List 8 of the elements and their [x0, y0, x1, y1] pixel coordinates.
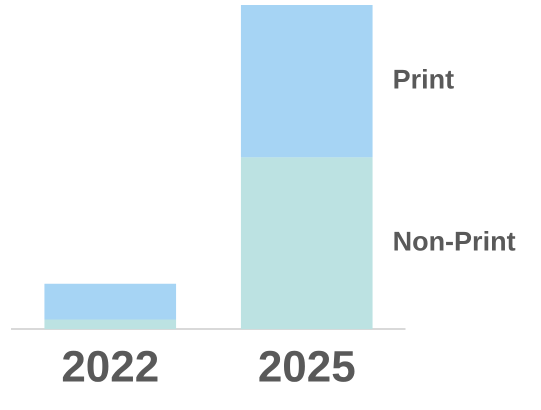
bar	[240, 157, 373, 330]
bar	[240, 5, 373, 158]
x-tick-label: 2022	[61, 342, 160, 392]
series-label: Non-Print	[392, 226, 516, 257]
bar	[44, 284, 176, 320]
series-label: Print	[392, 64, 454, 95]
x-tick-label: 2025	[258, 342, 356, 392]
bar	[44, 319, 176, 330]
